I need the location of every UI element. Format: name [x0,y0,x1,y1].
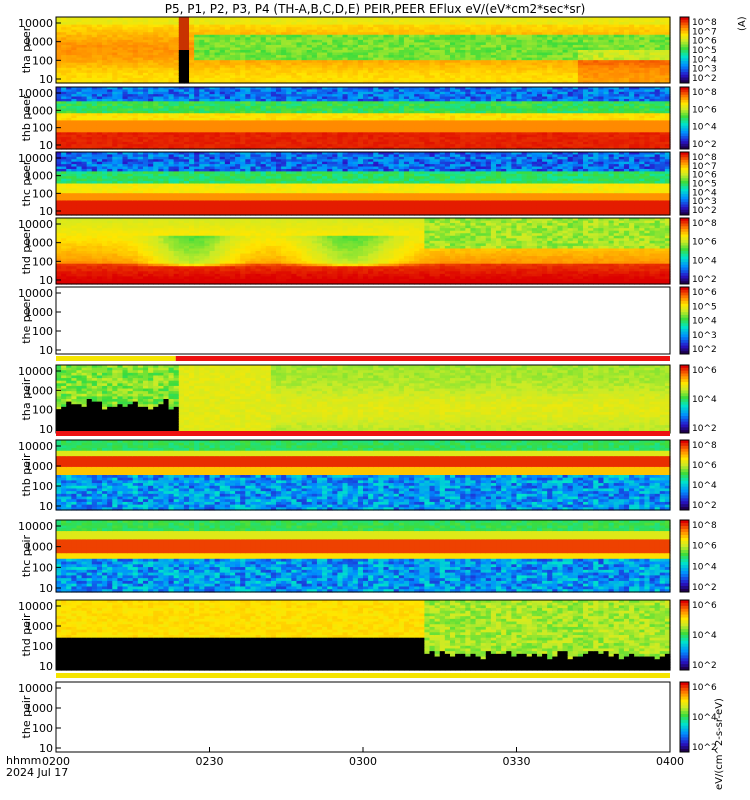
panel-label: tha peer [20,26,33,73]
y-tick-label: 10 [39,73,53,86]
colorbar-tick-label: 10^4 [692,55,717,65]
colorbar-tick-label: 10^7 [692,27,717,37]
colorbar-tick-label: 10^3 [692,65,717,75]
colorbar-tick-label: 10^6 [692,37,717,47]
chart-title: P5, P1, P2, P3, P4 (TH-A,B,C,D,E) PEIR,P… [165,2,586,16]
colorbar-cut-label: (A) [737,16,748,31]
colorbar-tick-label: 10^2 [692,74,717,84]
spectrogram-cells [56,87,671,150]
colorbar: 10^210^310^410^510^610^710^8 (A) [680,16,748,84]
panel-thb_peer: 10100100010000thb peer10^210^410^610^8 [18,87,717,152]
spectrogram-cells [56,17,671,84]
y-tick-label: 100 [32,54,53,67]
colorbar-tick-label: 10^8 [692,18,717,28]
colorbar-tick-label: 10^5 [692,46,717,56]
